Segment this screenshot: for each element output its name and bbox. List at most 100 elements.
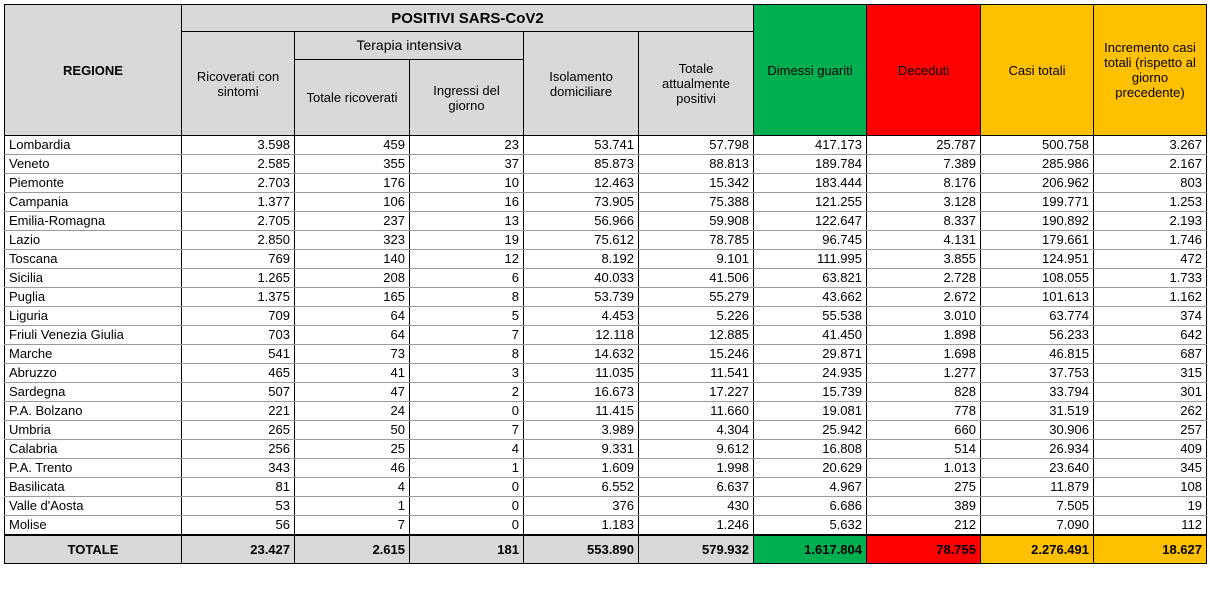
table-row: P.A. Bolzano 221 24 0 11.415 11.660 19.081 778 3…: [4, 401, 1207, 421]
data-cell: 57.798: [638, 135, 754, 155]
data-cell: 687: [1093, 344, 1207, 364]
data-cell: 3.267: [1093, 135, 1207, 155]
header-totale-positivi: Totale attualmente positivi: [638, 31, 754, 136]
header-terapia: Terapia intensiva: [294, 31, 524, 60]
data-cell: 4: [409, 439, 524, 459]
data-cell: 265: [181, 420, 295, 440]
total-cell: 1.617.804: [753, 534, 867, 564]
data-cell: 78.785: [638, 230, 754, 250]
data-cell: 88.813: [638, 154, 754, 174]
data-cell: 12.463: [523, 173, 639, 193]
data-cell: 37: [409, 154, 524, 174]
covid-table-container: REGIONE POSITIVI SARS-CoV2 Dimessi guari…: [4, 4, 1207, 564]
data-cell: 374: [1093, 306, 1207, 326]
table-row: Puglia 1.375 165 8 53.739 55.279 43.662 2.672 10…: [4, 287, 1207, 307]
data-cell: 176: [294, 173, 410, 193]
data-cell: 37.753: [980, 363, 1094, 383]
data-cell: 33.794: [980, 382, 1094, 402]
region-name: Valle d'Aosta: [4, 496, 182, 516]
data-cell: 24.935: [753, 363, 867, 383]
header-incremento: Incremento casi totali (rispetto al gior…: [1093, 4, 1207, 136]
data-cell: 31.519: [980, 401, 1094, 421]
data-cell: 25: [294, 439, 410, 459]
header-deceduti: Deceduti: [866, 4, 981, 136]
region-name: Basilicata: [4, 477, 182, 497]
total-cell: 23.427: [181, 534, 295, 564]
data-cell: 355: [294, 154, 410, 174]
data-cell: 430: [638, 496, 754, 516]
data-cell: 26.934: [980, 439, 1094, 459]
region-name: Campania: [4, 192, 182, 212]
data-cell: 6: [409, 268, 524, 288]
data-cell: 6.637: [638, 477, 754, 497]
table-row: Umbria 265 50 7 3.989 4.304 25.942 660 30.906 257: [4, 420, 1207, 440]
region-name: Marche: [4, 344, 182, 364]
data-cell: 41.506: [638, 268, 754, 288]
data-cell: 73.905: [523, 192, 639, 212]
data-cell: 3.010: [866, 306, 981, 326]
data-cell: 16.808: [753, 439, 867, 459]
data-cell: 29.871: [753, 344, 867, 364]
data-cell: 1.733: [1093, 268, 1207, 288]
data-cell: 541: [181, 344, 295, 364]
data-cell: 8.192: [523, 249, 639, 269]
data-cell: 75.612: [523, 230, 639, 250]
data-cell: 507: [181, 382, 295, 402]
data-cell: 64: [294, 306, 410, 326]
positivi-table: REGIONE POSITIVI SARS-CoV2 Dimessi guari…: [4, 4, 1207, 564]
data-cell: 101.613: [980, 287, 1094, 307]
data-cell: 2.672: [866, 287, 981, 307]
data-cell: 5: [409, 306, 524, 326]
table-row: Piemonte 2.703 176 10 12.463 15.342 183.444 8.1…: [4, 173, 1207, 193]
data-cell: 262: [1093, 401, 1207, 421]
data-cell: 0: [409, 496, 524, 516]
data-cell: 7: [294, 515, 410, 536]
header-isolamento: Isolamento domiciliare: [523, 31, 639, 136]
data-cell: 3.855: [866, 249, 981, 269]
data-cell: 500.758: [980, 135, 1094, 155]
data-cell: 6.686: [753, 496, 867, 516]
data-cell: 53: [181, 496, 295, 516]
data-cell: 2.167: [1093, 154, 1207, 174]
region-name: Lombardia: [4, 135, 182, 155]
data-cell: 323: [294, 230, 410, 250]
data-cell: 3.989: [523, 420, 639, 440]
table-row: Sardegna 507 47 2 16.673 17.227 15.739 828 33.79…: [4, 382, 1207, 402]
data-cell: 1.183: [523, 515, 639, 536]
data-cell: 85.873: [523, 154, 639, 174]
data-cell: 389: [866, 496, 981, 516]
data-cell: 3.598: [181, 135, 295, 155]
region-name: Toscana: [4, 249, 182, 269]
data-cell: 1.698: [866, 344, 981, 364]
table-row: Lombardia 3.598 459 23 53.741 57.798 417.173 25…: [4, 135, 1207, 155]
data-cell: 11.660: [638, 401, 754, 421]
region-name: Sardegna: [4, 382, 182, 402]
data-cell: 20.629: [753, 458, 867, 478]
header-ricoverati: Ricoverati con sintomi: [181, 31, 295, 136]
data-cell: 16: [409, 192, 524, 212]
data-cell: 514: [866, 439, 981, 459]
data-cell: 1: [294, 496, 410, 516]
region-name: Calabria: [4, 439, 182, 459]
data-cell: 190.892: [980, 211, 1094, 231]
region-name: Molise: [4, 515, 182, 536]
data-cell: 2: [409, 382, 524, 402]
data-cell: 1: [409, 458, 524, 478]
region-name: Friuli Venezia Giulia: [4, 325, 182, 345]
data-cell: 121.255: [753, 192, 867, 212]
data-cell: 703: [181, 325, 295, 345]
data-cell: 14.632: [523, 344, 639, 364]
data-cell: 285.986: [980, 154, 1094, 174]
totals-row: TOTALE 23.427 2.615 181 553.890 579.932 …: [4, 534, 1207, 564]
data-cell: 30.906: [980, 420, 1094, 440]
header-casi: Casi totali: [980, 4, 1094, 136]
data-cell: 1.609: [523, 458, 639, 478]
total-cell: 78.755: [866, 534, 981, 564]
data-cell: 4.967: [753, 477, 867, 497]
data-cell: 8: [409, 287, 524, 307]
total-cell: 2.615: [294, 534, 410, 564]
data-cell: 73: [294, 344, 410, 364]
data-cell: 10: [409, 173, 524, 193]
data-cell: 15.246: [638, 344, 754, 364]
table-row: Lazio 2.850 323 19 75.612 78.785 96.745 4.131 17…: [4, 230, 1207, 250]
